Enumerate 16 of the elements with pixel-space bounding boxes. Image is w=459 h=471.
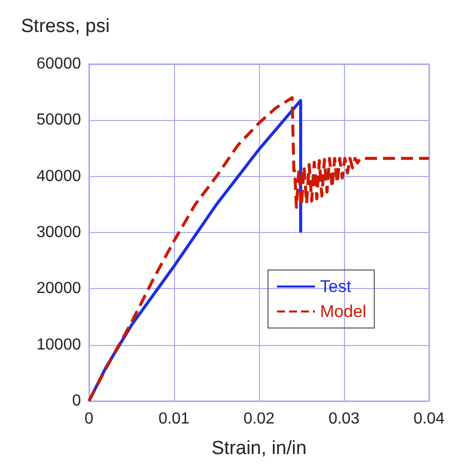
y-tick-label: 40000	[36, 168, 82, 185]
y-tick-label: 20000	[36, 280, 82, 298]
legend-label: Test	[320, 277, 352, 296]
x-tick-label: 0.02	[243, 410, 275, 428]
legend-label: Model	[320, 302, 366, 321]
x-tick-label: 0.04	[413, 410, 445, 428]
y-tick-label: 10000	[36, 336, 82, 354]
x-axis-title: Strain, in/in	[211, 438, 307, 459]
y-tick-label: 60000	[36, 56, 82, 72]
y-axis-title: Stress, psi	[21, 16, 110, 37]
y-tick-label: 30000	[36, 224, 82, 241]
x-tick-label: 0	[84, 410, 94, 428]
x-tick-label: 0.01	[158, 410, 190, 428]
y-tick-label: 50000	[36, 112, 82, 129]
x-tick-label: 0.03	[328, 410, 360, 428]
y-tick-label: 0	[72, 392, 82, 410]
